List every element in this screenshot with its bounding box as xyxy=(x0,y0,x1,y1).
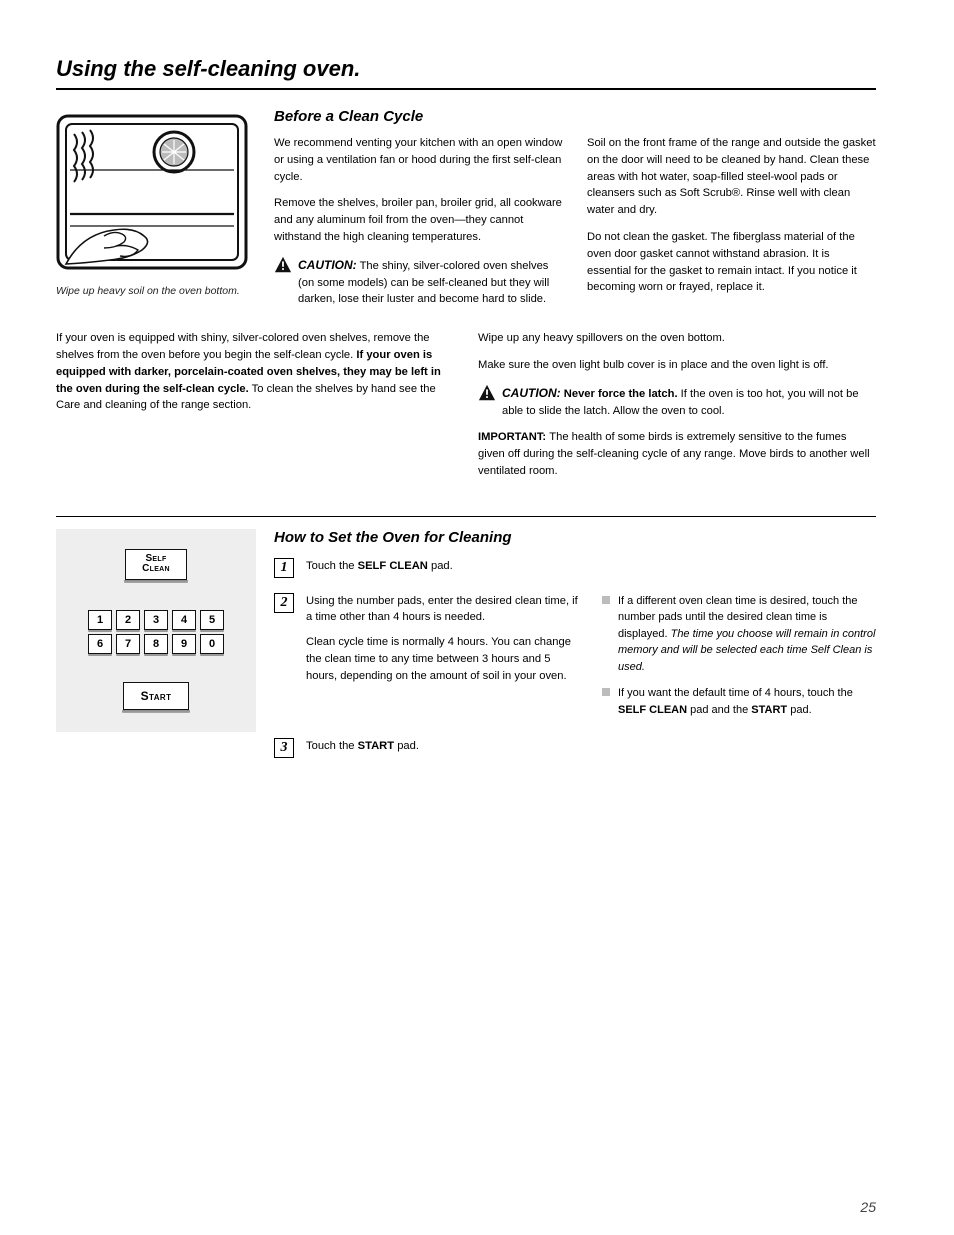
warning-icon xyxy=(274,256,292,274)
num-key-5[interactable]: 5 xyxy=(200,610,224,630)
caution-left: CAUTION: The shiny, silver-colored oven … xyxy=(274,256,563,308)
s1-left-p3: If your oven is equipped with shiny, sil… xyxy=(56,330,454,414)
step-2-bullet-2: If you want the default time of 4 hours,… xyxy=(602,685,876,718)
s1-right-p1: Soil on the front frame of the range and… xyxy=(587,135,876,219)
number-pad: 1 2 3 4 5 6 7 8 9 0 xyxy=(74,610,238,654)
s1-left-p1: We recommend venting your kitchen with a… xyxy=(274,135,563,185)
step-num-2: 2 xyxy=(274,593,294,613)
section-rule xyxy=(56,516,876,517)
section1-heading: Before a Clean Cycle xyxy=(274,108,876,125)
col-right: Soil on the front frame of the range and… xyxy=(587,135,876,318)
step-num-1: 1 xyxy=(274,558,294,578)
num-key-3[interactable]: 3 xyxy=(144,610,168,630)
s1-right-p4: Make sure the oven light bulb cover is i… xyxy=(478,357,876,374)
s1-left-p2: Remove the shelves, broiler pan, broiler… xyxy=(274,195,563,245)
section2-heading: How to Set the Oven for Cleaning xyxy=(274,529,876,546)
step-1-text: Touch the SELF CLEAN pad. xyxy=(306,558,876,575)
section-how-to-set: Self Clean 1 2 3 4 5 6 7 8 9 0 Start How… xyxy=(56,529,876,773)
step-num-3: 3 xyxy=(274,738,294,758)
section-before-clean: Wipe up heavy soil on the oven bottom. B… xyxy=(56,108,876,318)
caution-right-t0: Never force the latch. xyxy=(564,388,681,400)
caution-label-right: CAUTION: xyxy=(502,386,561,400)
section1-continued: If your oven is equipped with shiny, sil… xyxy=(56,330,876,490)
page-number: 25 xyxy=(860,1199,876,1215)
step-2: 2 Using the number pads, enter the desir… xyxy=(274,593,876,729)
num-key-7[interactable]: 7 xyxy=(116,634,140,654)
start-label: Start xyxy=(141,689,172,703)
s1-right-p5: IMPORTANT: The health of some birds is e… xyxy=(478,429,876,479)
num-key-2[interactable]: 2 xyxy=(116,610,140,630)
step-2-bullet-1: If a different oven clean time is desire… xyxy=(602,593,876,676)
step-1: 1 Touch the SELF CLEAN pad. xyxy=(274,558,876,583)
self-clean-label: Self Clean xyxy=(128,554,184,575)
square-bullet-icon xyxy=(602,596,610,604)
oven-wipe-illustration xyxy=(56,114,248,274)
step-3: 3 Touch the START pad. xyxy=(274,738,876,763)
s1-right-p2: Do not clean the gasket. The fiberglass … xyxy=(587,229,876,296)
col-left: We recommend venting your kitchen with a… xyxy=(274,135,563,318)
num-key-0[interactable]: 0 xyxy=(200,634,224,654)
title-rule xyxy=(56,88,876,90)
page-title: Using the self-cleaning oven. xyxy=(56,56,876,82)
step-2-p1: Using the number pads, enter the desired… xyxy=(306,593,580,627)
num-key-9[interactable]: 9 xyxy=(172,634,196,654)
num-key-8[interactable]: 8 xyxy=(144,634,168,654)
keypad-panel: Self Clean 1 2 3 4 5 6 7 8 9 0 Start xyxy=(56,529,256,732)
num-key-4[interactable]: 4 xyxy=(172,610,196,630)
caution-label-left: CAUTION: xyxy=(298,258,357,272)
warning-icon xyxy=(478,384,496,402)
step-3-text: Touch the START pad. xyxy=(306,738,876,755)
self-clean-button[interactable]: Self Clean xyxy=(125,549,187,580)
num-key-1[interactable]: 1 xyxy=(88,610,112,630)
step-2-p2: Clean cycle time is normally 4 hours. Yo… xyxy=(306,634,580,684)
illustration-caption: Wipe up heavy soil on the oven bottom. xyxy=(56,284,256,298)
s1-right-p3: Wipe up any heavy spillovers on the oven… xyxy=(478,330,876,347)
square-bullet-icon xyxy=(602,688,610,696)
caution-right: CAUTION: Never force the latch. If the o… xyxy=(478,384,876,420)
num-key-6[interactable]: 6 xyxy=(88,634,112,654)
start-button[interactable]: Start xyxy=(123,682,189,710)
